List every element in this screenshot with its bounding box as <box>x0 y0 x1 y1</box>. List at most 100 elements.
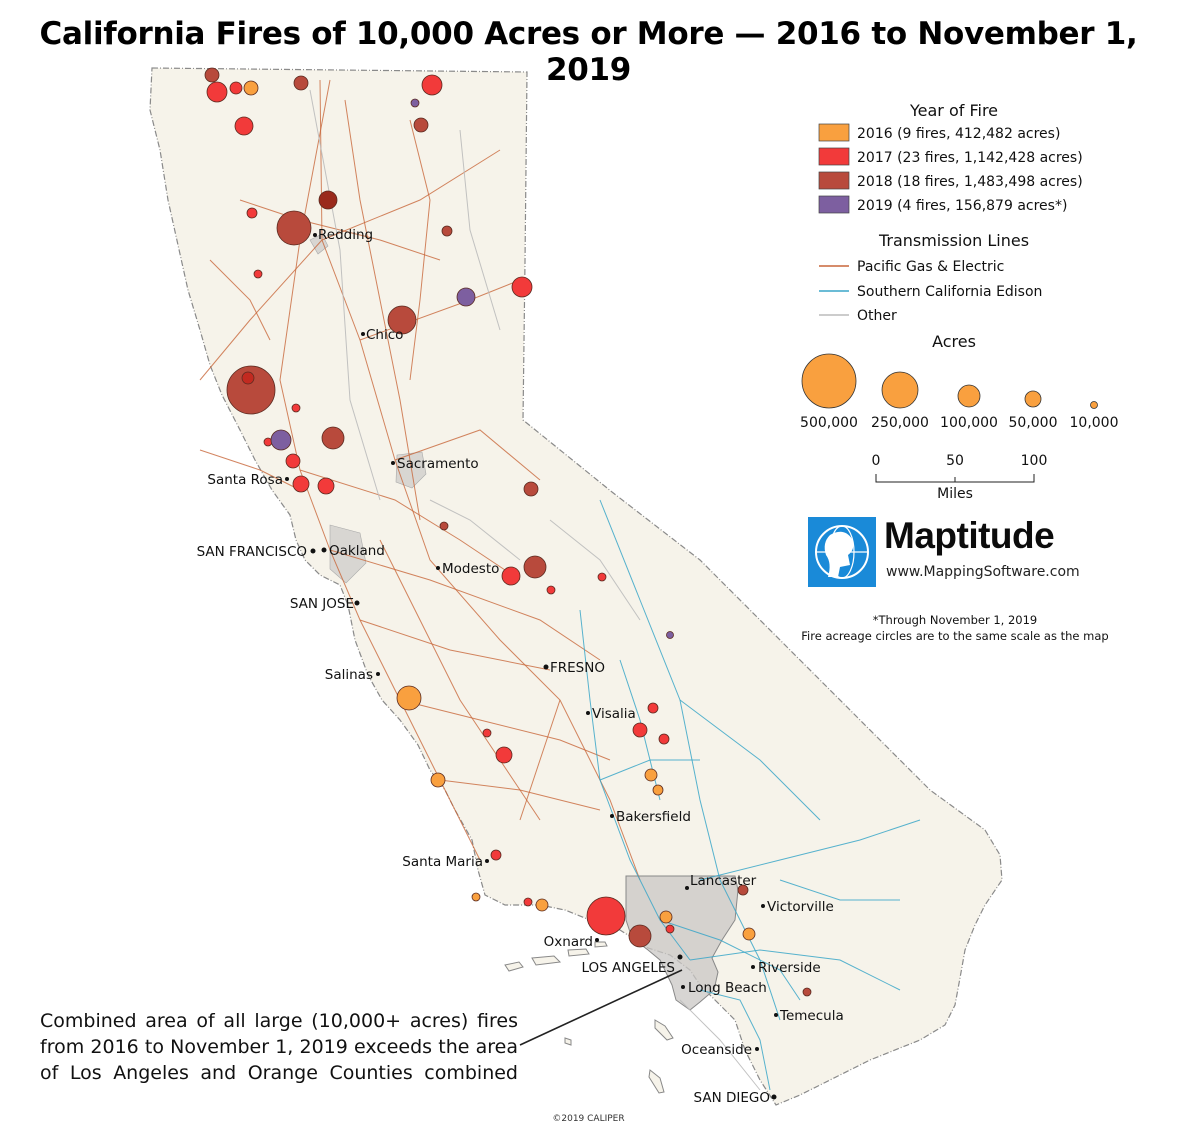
city-label: FRESNO <box>550 660 605 676</box>
other-lines <box>309 89 761 1091</box>
city-label: SAN FRANCISCO <box>197 544 307 560</box>
legend-label-2016: 2016 (9 fires, 412,482 acres) <box>857 126 1060 142</box>
footnote-line1: *Through November 1, 2019 <box>873 613 1037 627</box>
globe-head-logo-icon <box>808 517 876 587</box>
fire-2017 <box>665 924 675 934</box>
fire-2017 <box>421 74 443 96</box>
fire-2017 <box>285 453 301 469</box>
acres-label: 100,000 <box>940 415 998 431</box>
scale-unit: Miles <box>937 486 973 502</box>
city-labels: Redding Chico Sacramento Santa Rosa SAN … <box>197 227 844 1106</box>
annotation-text: Combined area of all large (10,000+ acre… <box>40 1010 518 1084</box>
brand-name: Maptitude <box>884 515 1055 556</box>
acres-label: 500,000 <box>800 415 858 431</box>
city-label: SAN JOSE <box>290 596 354 612</box>
legend-label-2019: 2019 (4 fires, 156,879 acres*) <box>857 198 1067 214</box>
fire-2018 <box>441 225 453 237</box>
acres-circle-500000 <box>801 353 857 409</box>
channel-islands <box>504 941 674 1094</box>
city-dots <box>285 233 778 1100</box>
fire-2018 <box>293 75 309 91</box>
fire-2016 <box>243 80 259 96</box>
fire-2017 <box>546 585 556 595</box>
annotation-leader <box>519 969 683 1046</box>
city-label: Riverside <box>758 960 821 976</box>
scale-tick: 0 <box>872 453 881 469</box>
city-label: Lancaster <box>690 873 757 889</box>
legend-label-2018: 2018 (18 fires, 1,483,498 acres) <box>857 174 1083 190</box>
transmission-lines <box>199 79 921 1091</box>
city-label: Bakersfield <box>616 809 691 825</box>
fire-2017 <box>253 269 263 279</box>
fire-2018 <box>276 210 312 246</box>
fire-2016 <box>471 892 481 902</box>
legend-swatch-2019 <box>818 195 850 214</box>
city-label: Santa Rosa <box>207 472 283 488</box>
pge-lines <box>199 79 641 881</box>
fire-2018 <box>523 555 547 579</box>
fire-2018 <box>802 987 812 997</box>
legend-line-label-sce: Southern California Edison <box>857 284 1042 300</box>
acres-label: 50,000 <box>1009 415 1058 431</box>
fire-2016 <box>659 910 673 924</box>
fire-2017 <box>658 733 670 745</box>
fire-2018 <box>413 117 429 133</box>
fire-2016 <box>430 772 446 788</box>
fire-2017 <box>597 572 607 582</box>
fire-2017 <box>291 403 301 413</box>
city-label: Long Beach <box>688 980 767 996</box>
fire-2018 <box>204 67 220 83</box>
city-label: Victorville <box>767 899 834 915</box>
fire-2017 <box>229 81 243 95</box>
fire-2017 <box>241 371 255 385</box>
scale-tick: 50 <box>946 453 964 469</box>
fire-2018 <box>628 924 652 948</box>
legend-line-label-other: Other <box>857 308 897 324</box>
scale-tick: 100 <box>1021 453 1048 469</box>
fire-2017 <box>482 728 492 738</box>
acres-circle-50000 <box>1024 390 1042 408</box>
city-label: Oakland <box>329 543 385 559</box>
city-label: Sacramento <box>397 456 479 472</box>
city-label: LOS ANGELES <box>582 960 675 976</box>
legend-swatch-2018 <box>818 171 850 190</box>
legend-lines-title: Transmission Lines <box>878 231 1029 250</box>
city-label: Temecula <box>779 1008 844 1024</box>
legend-year-title: Year of Fire <box>909 101 998 120</box>
city-label: Salinas <box>325 667 373 683</box>
acres-circle-100000 <box>957 384 981 408</box>
fire-2018 <box>318 190 338 210</box>
fire-2019 <box>270 429 292 451</box>
map-title: California Fires of 10,000 Acres or More… <box>39 16 1138 88</box>
acres-circle-250000 <box>881 371 919 409</box>
fire-2017 <box>292 475 310 493</box>
brand-block: Maptitude www.MappingSoftware.com <box>808 515 1102 587</box>
footnote-line2: Fire acreage circles are to the same sca… <box>801 629 1108 643</box>
fire-2017 <box>647 702 659 714</box>
fire-2017 <box>632 722 648 738</box>
fire-2018 <box>321 426 345 450</box>
brand-url: www.MappingSoftware.com <box>886 564 1080 580</box>
legend: Year of Fire 2016 (9 fires, 412,482 acre… <box>800 101 1118 643</box>
city-label: Redding <box>318 227 373 243</box>
copyright: ©2019 CALIPER <box>552 1114 625 1124</box>
legend-acres-title: Acres <box>932 332 976 351</box>
city-label: Chico <box>366 327 403 343</box>
city-label: Oceanside <box>681 1042 752 1058</box>
legend-label-2017: 2017 (23 fires, 1,142,428 acres) <box>857 150 1083 166</box>
acres-label: 10,000 <box>1070 415 1119 431</box>
fire-2016 <box>652 784 664 796</box>
fire-2018 <box>387 305 417 335</box>
fire-2016 <box>535 898 549 912</box>
fire-2017 <box>490 849 502 861</box>
city-label: Modesto <box>442 561 499 577</box>
fire-2017 <box>511 276 533 298</box>
acres-label: 250,000 <box>871 415 929 431</box>
fire-2019 <box>410 98 420 108</box>
fire-2018 <box>226 365 276 415</box>
legend-swatch-2017 <box>818 147 850 166</box>
fire-2017 <box>234 116 254 136</box>
fire-2019 <box>456 287 476 307</box>
fire-2017 <box>495 746 513 764</box>
fire-2017 <box>317 477 335 495</box>
